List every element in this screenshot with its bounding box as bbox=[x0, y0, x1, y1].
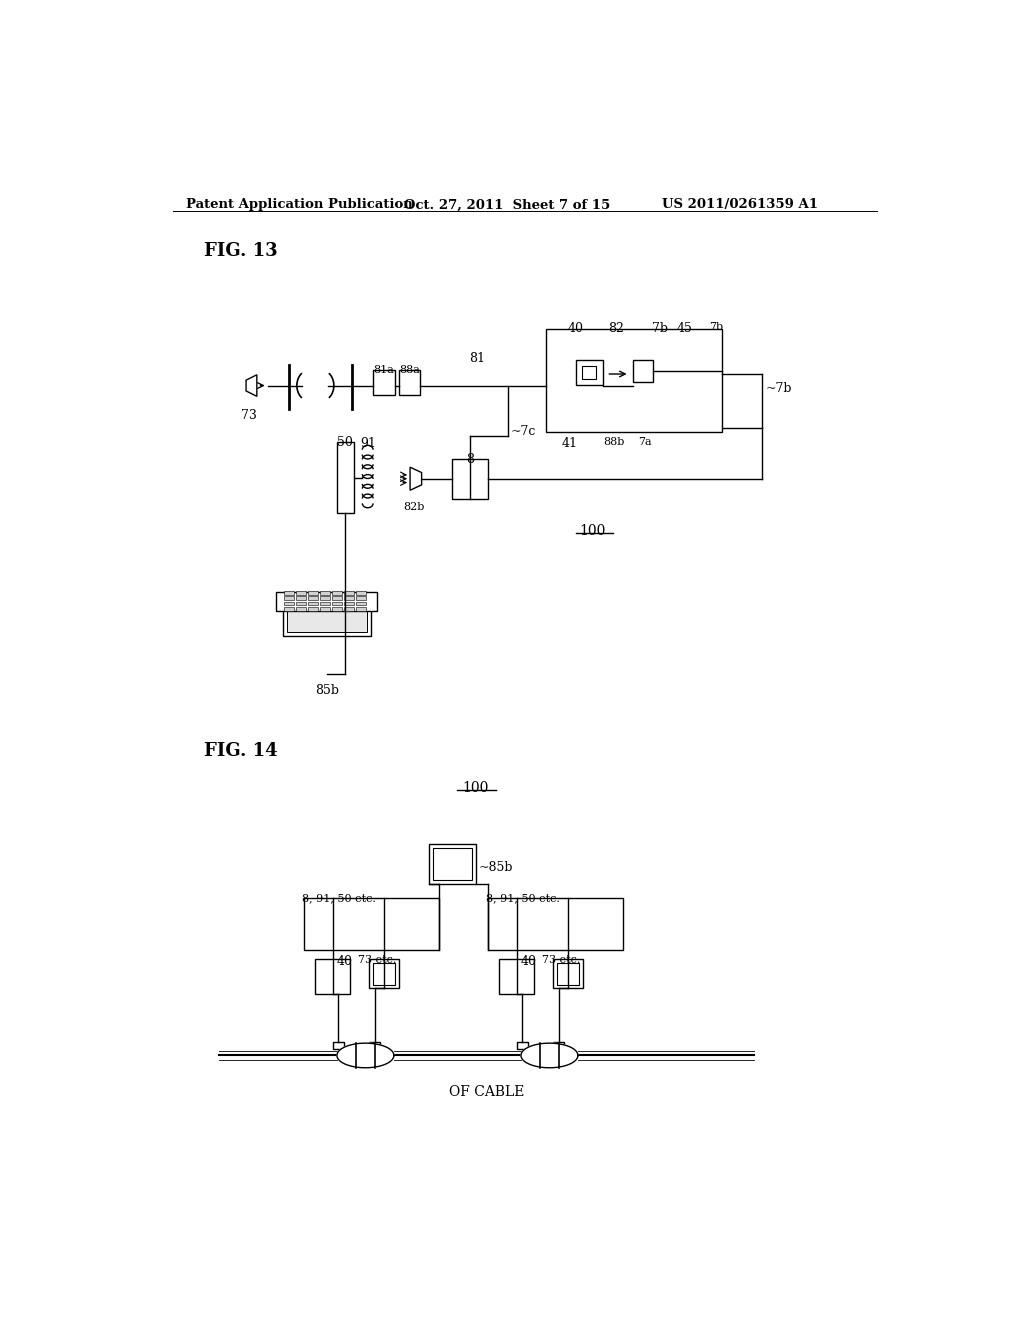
Text: 91: 91 bbox=[359, 437, 376, 450]
FancyBboxPatch shape bbox=[633, 360, 652, 381]
Text: 73 etc.: 73 etc. bbox=[542, 954, 581, 965]
FancyBboxPatch shape bbox=[308, 607, 318, 611]
FancyBboxPatch shape bbox=[296, 602, 306, 606]
FancyBboxPatch shape bbox=[500, 960, 535, 994]
FancyBboxPatch shape bbox=[296, 597, 306, 601]
Text: 88b: 88b bbox=[603, 437, 625, 447]
FancyBboxPatch shape bbox=[433, 847, 472, 880]
Text: 82: 82 bbox=[607, 322, 624, 335]
Text: 8, 91, 50 etc.: 8, 91, 50 etc. bbox=[486, 892, 560, 903]
FancyBboxPatch shape bbox=[373, 964, 394, 985]
FancyBboxPatch shape bbox=[344, 597, 354, 601]
FancyBboxPatch shape bbox=[355, 602, 366, 606]
FancyBboxPatch shape bbox=[332, 597, 342, 601]
Text: 45: 45 bbox=[677, 322, 693, 335]
FancyBboxPatch shape bbox=[355, 607, 366, 611]
FancyBboxPatch shape bbox=[319, 597, 330, 601]
FancyBboxPatch shape bbox=[283, 598, 371, 636]
Text: 7b: 7b bbox=[709, 322, 723, 331]
Text: 8, 91, 50 etc.: 8, 91, 50 etc. bbox=[302, 892, 376, 903]
FancyBboxPatch shape bbox=[319, 607, 330, 611]
Polygon shape bbox=[337, 1043, 394, 1068]
FancyBboxPatch shape bbox=[333, 1041, 344, 1049]
Text: ~7c: ~7c bbox=[510, 425, 536, 438]
Text: 73 etc.: 73 etc. bbox=[357, 956, 396, 965]
Text: 40: 40 bbox=[337, 954, 352, 968]
Polygon shape bbox=[410, 467, 422, 490]
FancyBboxPatch shape bbox=[553, 1041, 564, 1049]
Polygon shape bbox=[246, 375, 257, 396]
Text: 81a: 81a bbox=[374, 364, 394, 375]
FancyBboxPatch shape bbox=[582, 367, 596, 379]
FancyBboxPatch shape bbox=[355, 591, 366, 594]
FancyBboxPatch shape bbox=[296, 607, 306, 611]
FancyBboxPatch shape bbox=[285, 597, 294, 601]
FancyBboxPatch shape bbox=[288, 602, 367, 632]
FancyBboxPatch shape bbox=[344, 602, 354, 606]
FancyBboxPatch shape bbox=[332, 607, 342, 611]
FancyBboxPatch shape bbox=[285, 602, 294, 606]
Text: 85b: 85b bbox=[315, 684, 339, 697]
FancyBboxPatch shape bbox=[429, 843, 475, 884]
FancyBboxPatch shape bbox=[315, 960, 350, 994]
Text: Oct. 27, 2011  Sheet 7 of 15: Oct. 27, 2011 Sheet 7 of 15 bbox=[403, 198, 610, 211]
Text: 8: 8 bbox=[466, 453, 474, 466]
Text: US 2011/0261359 A1: US 2011/0261359 A1 bbox=[662, 198, 818, 211]
Text: 40: 40 bbox=[567, 322, 584, 335]
FancyBboxPatch shape bbox=[344, 607, 354, 611]
FancyBboxPatch shape bbox=[355, 597, 366, 601]
FancyBboxPatch shape bbox=[319, 602, 330, 606]
FancyBboxPatch shape bbox=[304, 898, 438, 950]
Text: FIG. 13: FIG. 13 bbox=[205, 242, 279, 260]
FancyBboxPatch shape bbox=[276, 591, 378, 611]
FancyBboxPatch shape bbox=[308, 591, 318, 594]
Text: OF CABLE: OF CABLE bbox=[449, 1085, 524, 1098]
Text: 100: 100 bbox=[462, 780, 488, 795]
FancyBboxPatch shape bbox=[285, 607, 294, 611]
Text: 100: 100 bbox=[580, 524, 606, 539]
FancyBboxPatch shape bbox=[332, 602, 342, 606]
Text: Patent Application Publication: Patent Application Publication bbox=[186, 198, 413, 211]
FancyBboxPatch shape bbox=[332, 591, 342, 594]
Text: 41: 41 bbox=[562, 437, 578, 450]
FancyBboxPatch shape bbox=[575, 360, 602, 385]
FancyBboxPatch shape bbox=[557, 964, 579, 985]
FancyBboxPatch shape bbox=[308, 597, 318, 601]
FancyBboxPatch shape bbox=[517, 1041, 528, 1049]
Text: ~7b: ~7b bbox=[766, 381, 793, 395]
Text: 88a: 88a bbox=[399, 364, 420, 375]
Text: 7b: 7b bbox=[652, 322, 669, 335]
FancyBboxPatch shape bbox=[337, 442, 354, 512]
Polygon shape bbox=[521, 1043, 578, 1068]
Text: ~85b: ~85b bbox=[478, 861, 513, 874]
FancyBboxPatch shape bbox=[487, 898, 623, 950]
Text: 50: 50 bbox=[338, 436, 353, 449]
FancyBboxPatch shape bbox=[370, 960, 398, 989]
FancyBboxPatch shape bbox=[319, 591, 330, 594]
FancyBboxPatch shape bbox=[547, 330, 722, 432]
FancyBboxPatch shape bbox=[285, 591, 294, 594]
Text: 7a: 7a bbox=[638, 437, 651, 447]
FancyBboxPatch shape bbox=[344, 591, 354, 594]
Text: 81: 81 bbox=[469, 352, 485, 366]
FancyBboxPatch shape bbox=[296, 591, 306, 594]
FancyBboxPatch shape bbox=[453, 459, 487, 499]
FancyBboxPatch shape bbox=[308, 602, 318, 606]
Text: 73: 73 bbox=[242, 409, 257, 421]
Text: 82b: 82b bbox=[403, 502, 425, 512]
Text: FIG. 14: FIG. 14 bbox=[205, 742, 279, 760]
FancyBboxPatch shape bbox=[370, 1041, 380, 1049]
Text: 40: 40 bbox=[520, 954, 537, 968]
FancyBboxPatch shape bbox=[553, 960, 583, 989]
FancyBboxPatch shape bbox=[398, 370, 420, 395]
FancyBboxPatch shape bbox=[373, 370, 394, 395]
